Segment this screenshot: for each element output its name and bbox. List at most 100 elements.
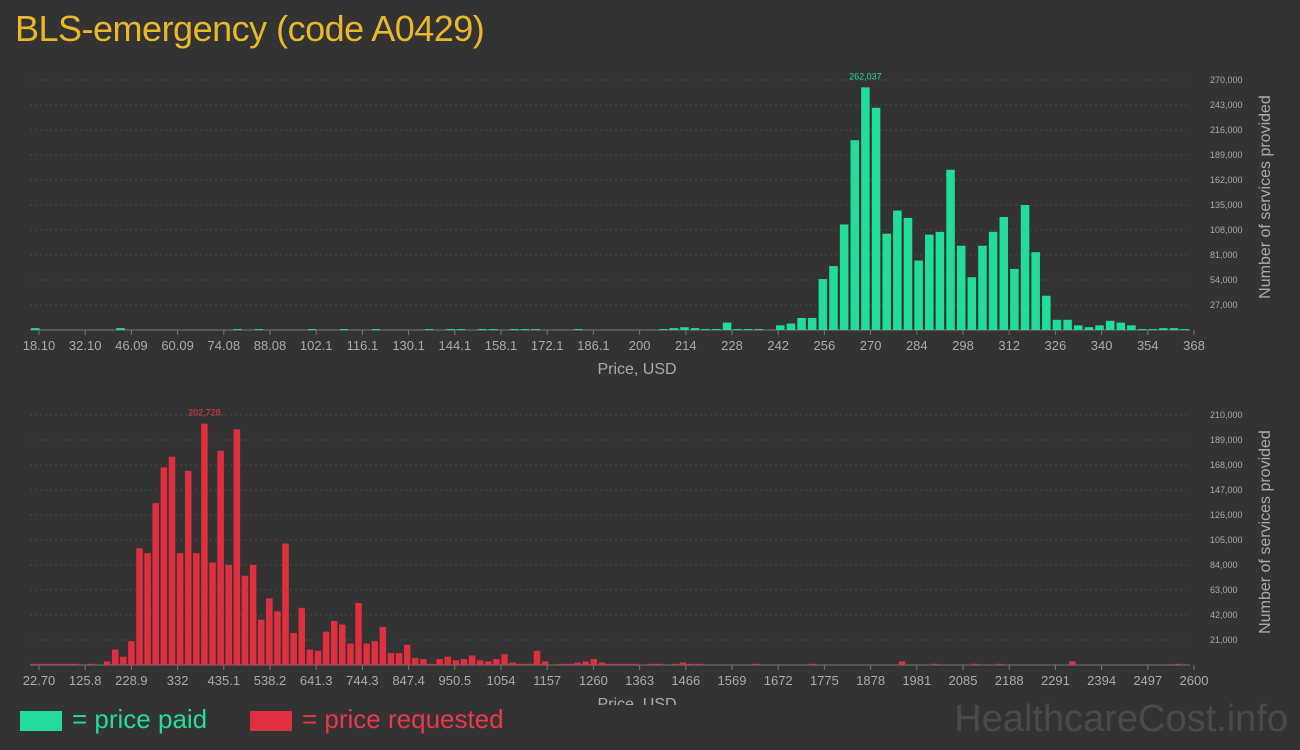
paid-bar	[988, 231, 998, 330]
requested-xtick-label: 950.5	[439, 673, 472, 688]
requested-xtick-label: 1260	[579, 673, 608, 688]
paid-bar	[116, 328, 125, 330]
requested-bar	[1069, 661, 1076, 665]
paid-bar	[1105, 320, 1115, 330]
paid-bar	[701, 329, 711, 330]
paid-ytick-label: 27,000	[1210, 300, 1238, 310]
paid-bar	[786, 323, 796, 330]
requested-bar	[403, 644, 411, 665]
paid-bar	[690, 328, 700, 330]
page-title: BLS-emergency (code A0429)	[15, 8, 485, 49]
paid-bar	[1074, 325, 1083, 330]
requested-bar	[144, 553, 151, 665]
requested-bar	[168, 456, 176, 665]
requested-bar	[476, 660, 484, 665]
paid-xtick-label: 284	[906, 338, 928, 353]
paid-xtick-label: 298	[952, 338, 974, 353]
requested-bar	[184, 470, 192, 665]
paid-bar	[446, 329, 455, 330]
requested-xtick-label: 125.8	[69, 673, 102, 688]
requested-bar	[209, 562, 216, 665]
paid-xtick-label: 74.08	[208, 338, 241, 353]
requested-bar	[233, 429, 241, 665]
paid-bar	[1052, 319, 1062, 330]
requested-bar	[444, 656, 452, 665]
paid-xtick-label: 32.10	[69, 338, 102, 353]
paid-bar	[744, 329, 753, 330]
requested-bar	[631, 663, 638, 665]
requested-bar	[574, 662, 581, 665]
paid-bar	[669, 328, 679, 330]
requested-bar	[412, 657, 419, 665]
requested-bar	[257, 619, 265, 665]
paid-ytick-label: 81,000	[1210, 250, 1238, 260]
paid-bar	[1116, 322, 1126, 330]
paid-xtick-label: 102.1	[300, 338, 333, 353]
paid-ytick-label: 243,000	[1210, 100, 1243, 110]
requested-xtick-label: 332	[167, 673, 189, 688]
price-paid-chart: 27,000 54,000 81,000 108,000 135,000 162,000 1…	[23, 71, 1274, 378]
paid-xtick-label: 200	[629, 338, 651, 353]
paid-ytick-label: 135,000	[1210, 200, 1243, 210]
requested-bar	[452, 660, 460, 665]
requested-bar	[566, 663, 573, 665]
requested-bar	[274, 611, 281, 665]
requested-ytick-label: 105,000	[1210, 535, 1243, 545]
requested-bar	[290, 632, 297, 665]
paid-xtick-label: 88.08	[254, 338, 287, 353]
requested-bar	[371, 641, 378, 665]
paid-bar	[31, 328, 40, 330]
paid-bar	[1031, 252, 1040, 330]
requested-xtick-label: 2600	[1180, 673, 1209, 688]
requested-bar	[590, 659, 598, 665]
requested-bar	[517, 663, 525, 665]
paid-bar	[573, 329, 583, 330]
paid-bar	[424, 329, 434, 330]
requested-xtick-label: 1157	[533, 673, 561, 688]
requested-yaxis-label: Number of services provided	[1257, 430, 1274, 634]
requested-ytick-label: 210,000	[1210, 410, 1243, 420]
paid-ytick-label: 189,000	[1210, 150, 1243, 160]
requested-ytick-label: 189,000	[1210, 435, 1243, 445]
requested-ytick-label: 84,000	[1210, 560, 1238, 570]
paid-ytick-label: 162,000	[1210, 175, 1243, 185]
requested-bar	[193, 553, 200, 665]
paid-xtick-label: 144.1	[439, 338, 472, 353]
paid-bar	[1148, 329, 1158, 330]
requested-xtick-label: 1054	[487, 673, 516, 688]
paid-ytick-label: 270,000	[1210, 75, 1243, 85]
requested-bar	[103, 661, 111, 665]
legend-price-requested: = price requested	[250, 704, 504, 735]
requested-bar	[671, 663, 679, 665]
requested-xtick-label: 1981	[902, 673, 931, 688]
paid-bar	[903, 217, 913, 330]
requested-xtick-label: 847.4	[392, 673, 425, 688]
requested-bar	[606, 663, 614, 665]
requested-bar	[655, 663, 662, 665]
requested-xtick-label: 22.70	[23, 673, 56, 688]
requested-bar	[395, 653, 403, 665]
paid-bar	[1180, 329, 1189, 330]
requested-xtick-label: 1672	[764, 673, 793, 688]
paid-bar	[1159, 328, 1168, 330]
paid-bar	[1137, 329, 1147, 330]
requested-bar	[38, 663, 46, 665]
requested-bar	[460, 659, 468, 665]
paid-xtick-label: 130.1	[392, 338, 425, 353]
requested-bar	[809, 663, 817, 665]
requested-bar	[47, 663, 54, 665]
requested-bar	[201, 423, 208, 665]
paid-bar	[967, 277, 977, 330]
legend-label-paid: = price paid	[72, 704, 208, 734]
paid-bar	[999, 217, 1009, 330]
paid-xtick-label: 242	[767, 338, 789, 353]
paid-bar	[871, 107, 881, 331]
requested-bar	[314, 650, 322, 665]
requested-bar	[71, 663, 78, 665]
requested-xtick-label: 744.3	[346, 673, 379, 688]
requested-bar	[420, 659, 427, 665]
requested-bar	[485, 661, 492, 665]
requested-bar	[622, 663, 630, 665]
requested-bar	[687, 663, 695, 665]
requested-bar	[525, 663, 533, 665]
